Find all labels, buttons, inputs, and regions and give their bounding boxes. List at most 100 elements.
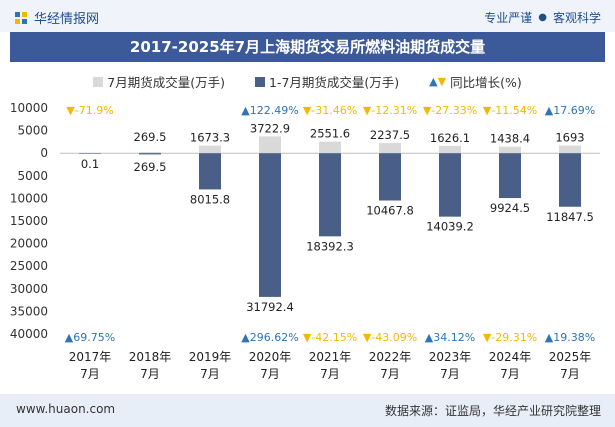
slogan-left: 专业严谨 [484,11,533,25]
y-tick-label: 5000 [17,124,48,138]
x-tick-label-year: 2019年 [189,350,232,364]
y-tick-label: 10000 [10,101,48,115]
y-tick-label: 10000 [10,191,48,205]
growth-month-down: ▼-11.54% [483,104,537,117]
bar-cumulative [379,153,401,201]
footer-source: 数据来源：证监局，华经产业研究院整理 [384,404,601,418]
growth-cumulative-up: ▲34.12% [425,331,475,344]
label-month: 269.5 [134,130,167,144]
label-month: 2551.6 [310,127,350,141]
growth-cumulative-up: ▲19.38% [545,331,595,344]
slogan: 专业严谨 ● 客观科学 [484,9,601,26]
top-bar: 华经情报网 专业严谨 ● 客观科学 [0,0,615,32]
label-cumulative: 14039.2 [426,220,474,234]
growth-cumulative-down: ▼-42.15% [303,331,357,344]
label-month: 2237.5 [370,128,410,142]
label-month: 1626.1 [430,131,470,145]
bar-cumulative [559,153,581,207]
x-tick-label-month: 7月 [380,367,400,381]
y-tick-label: 35000 [10,304,48,318]
y-tick-label: 30000 [10,282,48,296]
x-tick-label-year: 2021年 [309,350,352,364]
x-tick-label-month: 7月 [440,367,460,381]
legend-month-swatch [93,76,104,87]
x-tick-label-month: 7月 [500,367,520,381]
label-cumulative: 0.1 [81,157,99,171]
legend-month: 7月期货成交量(万手) [93,72,225,91]
growth-month-up: ▲17.69% [545,104,595,117]
growth-month-down: ▼-27.33% [423,104,477,117]
y-tick-label: 25000 [10,259,48,273]
y-tick-label: 0 [40,146,48,160]
brand: 华经情报网 [14,8,99,27]
x-tick-label-year: 2020年 [249,350,292,364]
x-tick-label-year: 2025年 [549,350,592,364]
x-tick-label-month: 7月 [320,367,340,381]
label-cumulative: 9924.5 [490,201,530,215]
y-tick-label: 15000 [10,214,48,228]
bar-cumulative [259,153,281,297]
bar-month [139,151,161,154]
bar-cumulative [319,153,341,237]
bar-month [439,145,461,154]
growth-cumulative-up: ▲296.62% [241,331,298,344]
label-cumulative: 269.5 [134,160,167,174]
legend-cumulative: 1-7月期货成交量(万手) [254,72,400,91]
x-tick-label-year: 2024年 [489,350,532,364]
legend-growth: ▲ ▼ 同比增长(%) [429,72,522,91]
growth-month-down: ▼-71.9% [66,104,113,117]
bar-month [199,145,221,154]
x-tick-label-year: 2018年 [129,350,172,364]
chart-svg: 10000 5000 0 5000 10000 15000 20000 25000 30000 3… [10,101,600,381]
legend-cumulative-swatch [254,76,265,87]
bar-month [499,146,521,154]
bar-cumulative [439,153,461,217]
x-tick-label-month: 7月 [560,367,580,381]
legend: 7月期货成交量(万手) 1-7月期货成交量(万手) ▲ ▼ 同比增长(%) [0,72,615,91]
x-tick-label-month: 7月 [200,367,220,381]
label-cumulative: 18392.3 [306,239,354,253]
brand-name: 华经情报网 [34,12,100,27]
chart-title: 2017-2025年7月上海期货交易所燃料油期货成交量 [10,32,605,62]
label-cumulative: 8015.8 [190,192,230,206]
brand-logo-icon [15,11,27,24]
label-month: 1693 [555,131,584,145]
slogan-right: 客观科学 [552,11,601,25]
legend-cumulative-label: 1-7月期货成交量(万手) [268,75,400,90]
x-tick-label-month: 7月 [80,367,100,381]
x-tick-label-year: 2023年 [429,350,472,364]
growth-cumulative-down: ▼-43.09% [363,331,417,344]
bullet-icon: ● [538,12,547,23]
x-tick-label-year: 2022年 [369,350,412,364]
bar-month [379,143,401,154]
label-month: 1673.3 [190,131,230,145]
bar-cumulative [499,153,521,199]
x-tick-label-year: 2017年 [69,350,112,364]
bar-cumulative [139,153,161,155]
label-month: 1438.4 [490,132,530,146]
growth-cumulative-up: ▲69.75% [65,331,115,344]
bar-cumulative [199,153,221,190]
bar-cumulative [79,153,101,154]
legend-month-label: 7月期货成交量(万手) [107,75,225,90]
growth-month-down: ▼-31.46% [303,104,357,117]
x-tick-label-month: 7月 [140,367,160,381]
y-tick-label: 20000 [10,237,48,251]
label-cumulative: 11847.5 [546,210,594,224]
x-tick-label-month: 7月 [260,367,280,381]
footer-site: www.huaon.com [16,402,116,416]
growth-triangle-icon: ▲ ▼ [429,75,447,88]
growth-month-down: ▼-12.31% [363,104,417,117]
y-tick-label: 40000 [10,327,48,341]
footer: www.huaon.com 数据来源：证监局，华经产业研究院整理 [0,394,615,427]
label-cumulative: 10467.8 [366,204,414,218]
bar-month [559,145,581,154]
legend-growth-label: 同比增长(%) [450,75,522,90]
label-cumulative: 31792.4 [246,300,294,314]
bar-month [319,141,341,154]
y-tick-label: 5000 [17,169,48,183]
label-month: 3722.9 [250,121,290,135]
growth-cumulative-down: ▼-29.31% [483,331,537,344]
bar-month [259,136,281,154]
growth-month-up: ▲122.49% [241,104,298,117]
